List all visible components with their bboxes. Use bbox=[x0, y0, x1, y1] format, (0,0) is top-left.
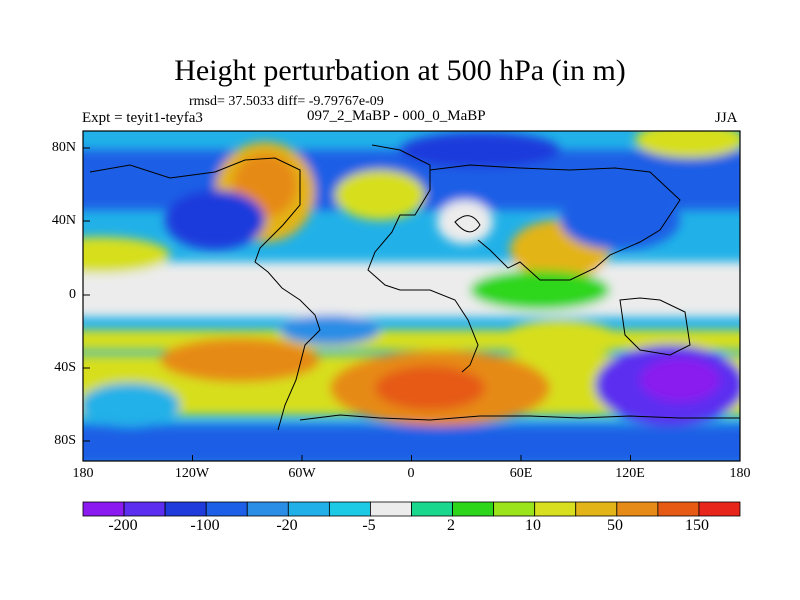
colorbar-label: 150 bbox=[685, 517, 709, 534]
colorbar-swatch bbox=[205, 501, 248, 517]
colorbar-swatch bbox=[287, 501, 330, 517]
colorbar-swatch bbox=[328, 501, 371, 517]
colorbar-label: -200 bbox=[108, 517, 138, 534]
colorbar-label: -100 bbox=[190, 517, 220, 534]
axis-ticks bbox=[82, 147, 741, 461]
lon-tick-label: 0 bbox=[407, 466, 415, 481]
colorbar-swatch bbox=[452, 501, 495, 517]
lon-tick-label: 60W bbox=[288, 466, 316, 481]
colorbar-swatch bbox=[370, 501, 412, 517]
colorbar-label: 2 bbox=[447, 517, 455, 534]
stats-text: rmsd= 37.5033 diff= -9.79767e-09 bbox=[189, 94, 384, 109]
colorbar-swatch bbox=[411, 501, 453, 517]
colorbar-swatch bbox=[698, 501, 741, 517]
colorbar-label: -20 bbox=[276, 517, 298, 534]
colorbar-swatch bbox=[82, 501, 125, 517]
colorbar bbox=[82, 501, 741, 517]
colorbar-swatch bbox=[246, 501, 289, 517]
colorbar-swatch bbox=[534, 501, 577, 517]
plot-title: Height perturbation at 500 hPa (in m) bbox=[174, 54, 626, 87]
colorbar-swatch bbox=[575, 501, 618, 517]
lon-tick-label: 180 bbox=[729, 466, 751, 481]
lon-tick-label: 120E bbox=[615, 466, 645, 481]
height-field bbox=[83, 131, 740, 461]
lon-tick-label: 120W bbox=[174, 466, 210, 481]
season-label: JJA bbox=[715, 110, 738, 126]
experiment-label: Expt = teyit1-teyfa3 bbox=[82, 110, 203, 126]
lat-tick-label: 40S bbox=[54, 360, 76, 375]
colorbar-swatch bbox=[616, 501, 659, 517]
lat-tick-label: 80N bbox=[51, 140, 76, 155]
comparison-label: 097_2_MaBP - 000_0_MaBP bbox=[307, 108, 486, 124]
lat-tick-label: 40N bbox=[51, 213, 76, 228]
colorbar-label: 10 bbox=[525, 517, 541, 534]
lon-tick-label: 180 bbox=[72, 466, 94, 481]
colorbar-swatch bbox=[123, 501, 166, 517]
lon-tick-label: 60E bbox=[509, 466, 533, 481]
lat-tick-label: 80S bbox=[54, 433, 76, 448]
colorbar-swatch bbox=[493, 501, 536, 517]
lat-tick-label: 0 bbox=[69, 287, 76, 302]
colorbar-swatch bbox=[657, 501, 700, 517]
colorbar-label: -5 bbox=[362, 517, 376, 534]
colorbar-swatch bbox=[164, 501, 207, 517]
coastlines bbox=[89, 144, 740, 431]
colorbar-label: 50 bbox=[607, 517, 623, 534]
